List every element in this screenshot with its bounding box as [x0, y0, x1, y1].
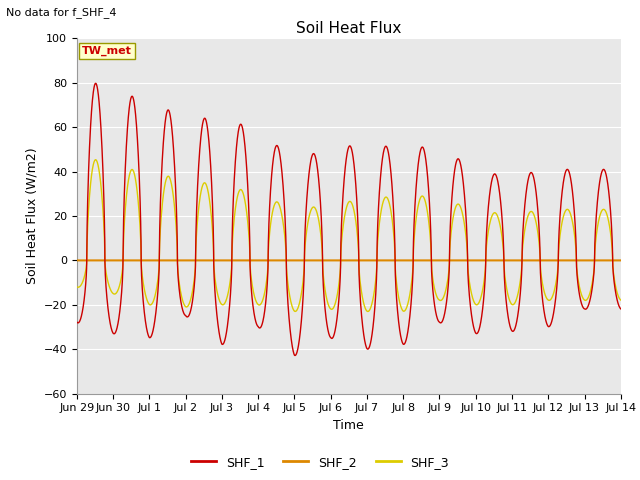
Text: TW_met: TW_met — [82, 46, 132, 56]
Legend: SHF_1, SHF_2, SHF_3: SHF_1, SHF_2, SHF_3 — [186, 451, 454, 474]
Title: Soil Heat Flux: Soil Heat Flux — [296, 21, 401, 36]
X-axis label: Time: Time — [333, 419, 364, 432]
Text: No data for f_SHF_4: No data for f_SHF_4 — [6, 7, 117, 18]
Y-axis label: Soil Heat Flux (W/m2): Soil Heat Flux (W/m2) — [25, 148, 38, 284]
